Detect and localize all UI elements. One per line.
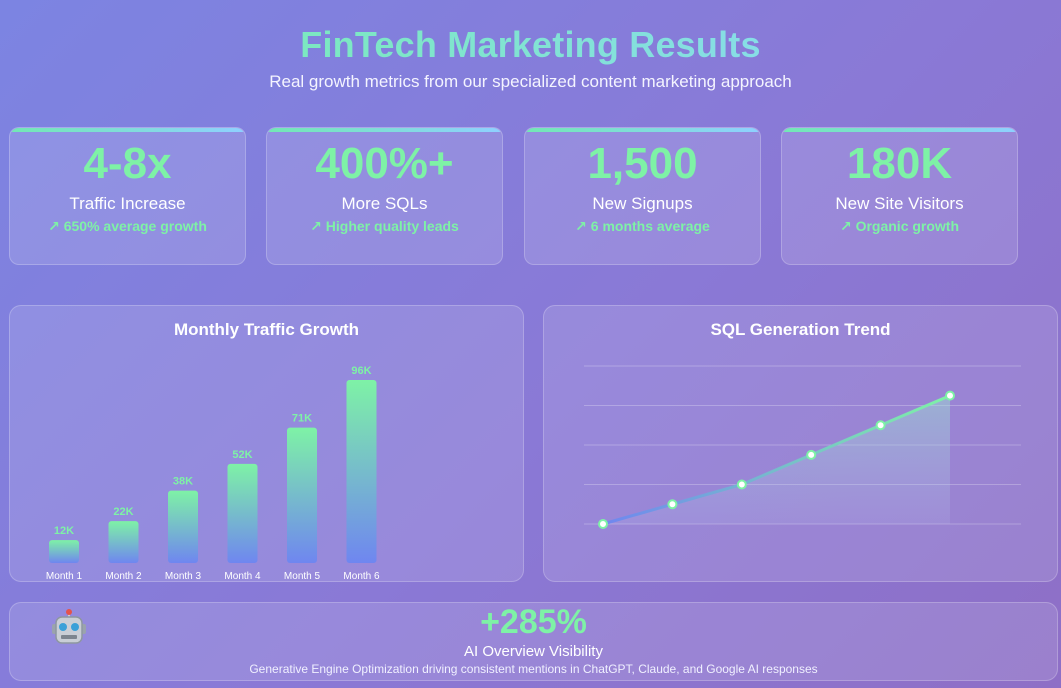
sql-chart-title: SQL Generation Trend — [710, 320, 891, 339]
stat-value: 400%+ — [315, 139, 454, 188]
stat-label: New Site Visitors — [835, 194, 964, 213]
traffic-category-label: Month 1 — [46, 571, 83, 582]
sql-data-point — [806, 449, 817, 460]
traffic-chart-title: Monthly Traffic Growth — [173, 320, 360, 339]
traffic-bar-label: 52K — [232, 449, 252, 461]
traffic-bar-label: 71K — [292, 413, 312, 425]
stat-label: New Signups — [592, 194, 693, 213]
traffic-bar — [49, 540, 79, 563]
stat-accent-bar — [10, 128, 245, 132]
sql-chart-panel: SQL Generation Trend — [543, 305, 1058, 582]
sql-data-point — [875, 420, 886, 431]
ai-visibility-banner: +285% AI Overview Visibility Generative … — [9, 602, 1058, 681]
ai-visibility-label: AI Overview Visibility — [464, 643, 603, 660]
traffic-bar-chart: 12K Month 1 22K Month 2 38K Month 3 52K Month 4… — [46, 365, 380, 582]
traffic-category-label: Month 5 — [284, 571, 321, 582]
traffic-bar-label: 22K — [113, 506, 133, 518]
traffic-bar — [346, 380, 377, 563]
sql-trend-line — [602, 394, 951, 526]
traffic-category-label: Month 3 — [165, 571, 202, 582]
stat-value: 180K — [846, 139, 953, 188]
page-title: FinTech Marketing Results — [0, 24, 1061, 66]
sql-area-fill — [603, 395, 950, 524]
traffic-bar-label: 38K — [173, 476, 193, 488]
stat-card-visitors: 180K New Site Visitors ↗ Organic growth — [781, 127, 1018, 265]
page-subtitle: Real growth metrics from our specialized… — [269, 72, 792, 91]
traffic-bar-label: 12K — [54, 525, 74, 537]
stat-sub: ↗ Organic growth — [839, 218, 960, 234]
stat-accent-bar — [267, 128, 502, 132]
stat-card-sqls: 400%+ More SQLs ↗ Higher quality leads — [266, 127, 503, 265]
stat-label: More SQLs — [341, 194, 428, 213]
traffic-bar — [227, 463, 258, 563]
stat-sub: ↗ 6 months average — [575, 218, 710, 234]
traffic-bar — [287, 427, 317, 563]
stat-value: 4-8x — [83, 139, 172, 188]
stat-accent-bar — [525, 128, 760, 132]
traffic-category-label: Month 6 — [343, 571, 380, 582]
ai-visibility-value: +285% — [480, 603, 587, 641]
sql-data-point — [945, 390, 955, 401]
stat-card-traffic: 4-8x Traffic Increase ↗ 650% average gro… — [9, 127, 246, 265]
traffic-category-label: Month 2 — [105, 571, 142, 582]
traffic-category-label: Month 4 — [224, 571, 261, 582]
traffic-bar — [108, 521, 139, 563]
stat-label: Traffic Increase — [69, 194, 186, 213]
stat-value: 1,500 — [587, 139, 698, 188]
ai-visibility-description: Generative Engine Optimization driving c… — [249, 662, 818, 676]
robot-icon — [52, 609, 86, 644]
stat-sub: ↗ 650% average growth — [48, 218, 207, 234]
sql-line-chart — [584, 365, 1021, 529]
traffic-bar — [168, 490, 198, 563]
stat-card-signups: 1,500 New Signups ↗ 6 months average — [524, 127, 761, 265]
stat-accent-bar — [782, 128, 1017, 132]
traffic-chart-panel: Monthly Traffic Growth 12K Month 1 22K Mont… — [9, 305, 524, 582]
sql-data-point — [598, 519, 608, 529]
stat-sub: ↗ Higher quality leads — [310, 218, 459, 234]
traffic-bar-label: 96K — [351, 365, 371, 377]
sql-data-point — [736, 479, 747, 490]
sql-data-point — [667, 499, 678, 510]
